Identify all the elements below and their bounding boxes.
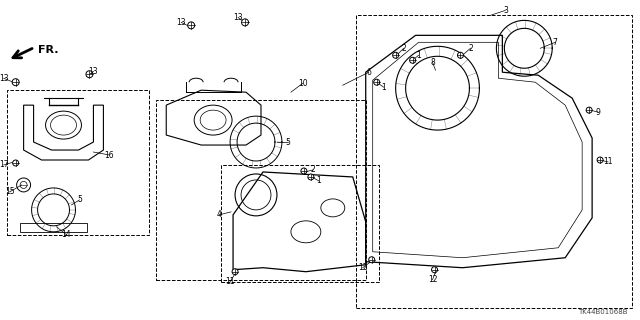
Circle shape — [12, 79, 19, 86]
Text: 1: 1 — [381, 83, 386, 92]
Text: 6: 6 — [366, 68, 371, 77]
Text: 14: 14 — [61, 230, 71, 239]
Text: 9: 9 — [596, 108, 600, 116]
Text: 11: 11 — [225, 277, 235, 286]
Text: 12: 12 — [428, 275, 437, 284]
Text: 16: 16 — [104, 150, 114, 159]
Circle shape — [308, 174, 314, 180]
Text: 2: 2 — [468, 44, 473, 53]
Text: 1: 1 — [316, 176, 321, 186]
Text: 17: 17 — [0, 161, 8, 170]
Circle shape — [86, 71, 93, 78]
Text: 11: 11 — [604, 157, 613, 166]
Text: 7: 7 — [553, 38, 557, 47]
Circle shape — [393, 52, 399, 58]
Text: 2: 2 — [401, 44, 406, 53]
Circle shape — [241, 19, 248, 26]
Text: 13: 13 — [0, 74, 8, 83]
Text: TK44B01068B: TK44B01068B — [579, 308, 628, 315]
Text: 12: 12 — [358, 263, 367, 272]
Text: 13: 13 — [233, 13, 243, 22]
Circle shape — [13, 160, 19, 166]
Circle shape — [232, 269, 238, 275]
Circle shape — [374, 79, 380, 85]
Circle shape — [188, 22, 195, 29]
Circle shape — [410, 57, 415, 63]
Circle shape — [301, 168, 307, 174]
Circle shape — [586, 107, 592, 113]
Text: 15: 15 — [5, 188, 15, 196]
Text: 5: 5 — [77, 196, 82, 204]
Circle shape — [431, 267, 438, 273]
Text: FR.: FR. — [38, 45, 58, 55]
Text: 4: 4 — [217, 210, 221, 219]
Text: 1: 1 — [416, 51, 421, 60]
Text: 8: 8 — [430, 58, 435, 67]
Text: 2: 2 — [310, 165, 316, 174]
Text: 10: 10 — [298, 79, 308, 88]
Text: 3: 3 — [503, 6, 508, 15]
Circle shape — [458, 52, 463, 58]
Circle shape — [369, 257, 374, 263]
Text: 5: 5 — [285, 138, 291, 147]
Text: 13: 13 — [177, 18, 186, 27]
Text: 13: 13 — [88, 67, 99, 76]
Circle shape — [597, 157, 603, 163]
